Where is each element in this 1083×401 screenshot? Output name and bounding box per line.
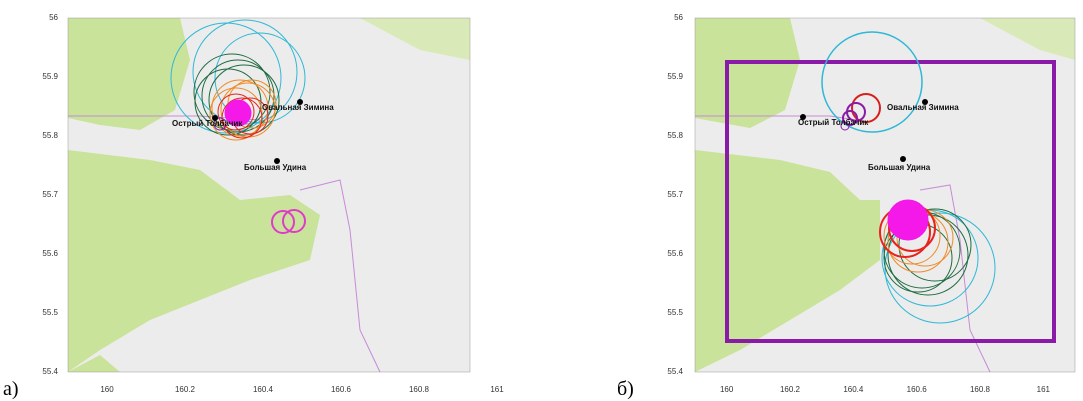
- y-tick-label: 55.8: [667, 131, 683, 140]
- map-b: [695, 18, 1075, 372]
- x-tick-label: 160.2: [780, 385, 801, 394]
- x-tick-label: 160.8: [970, 385, 991, 394]
- y-tick-label: 55.8: [42, 131, 58, 140]
- map-a: [68, 18, 470, 372]
- place-name: Овальная Зимина: [887, 103, 959, 112]
- place-name: Острый Толбачик: [798, 118, 869, 127]
- x-tick-label: 160.8: [409, 385, 430, 394]
- y-tick-label: 55.4: [667, 367, 683, 376]
- y-tick-label: 55.9: [42, 72, 58, 81]
- panel-label: б): [617, 378, 634, 400]
- place-name: Большая Удина: [244, 163, 307, 172]
- y-tick-label: 55.6: [667, 249, 683, 258]
- x-tick-label: 160.2: [175, 385, 196, 394]
- place-marker: [900, 156, 906, 162]
- y-tick-label: 55.5: [42, 308, 58, 317]
- figure: 55.4 55.5 55.6 55.7 55.8 55.9 56 160 160.2 160.4 1…: [0, 0, 1083, 401]
- x-tick-label: 160.6: [907, 385, 928, 394]
- x-tick-label: 160.6: [331, 385, 352, 394]
- place-name: Большая Удина: [868, 163, 931, 172]
- y-tick-label: 55.9: [667, 72, 683, 81]
- place-name: Острый Толбачик: [172, 119, 243, 128]
- x-tick-label: 161: [490, 385, 504, 394]
- y-tick-label: 55.5: [667, 308, 683, 317]
- x-tick-label: 161: [1037, 385, 1051, 394]
- x-tick-label: 160: [100, 385, 114, 394]
- place-name: Овальная Зимина: [262, 103, 334, 112]
- y-tick-label: 55.7: [42, 190, 58, 199]
- x-tick-label: 160: [720, 385, 734, 394]
- y-tick-label: 55.7: [667, 190, 683, 199]
- panel-label: а): [3, 378, 19, 400]
- x-tick-label: 160.4: [843, 385, 864, 394]
- y-tick-label: 56: [674, 13, 683, 22]
- y-tick-label: 55.4: [42, 367, 58, 376]
- y-tick-label: 56: [49, 13, 58, 22]
- y-tick-label: 55.6: [42, 249, 58, 258]
- x-tick-label: 160.4: [253, 385, 274, 394]
